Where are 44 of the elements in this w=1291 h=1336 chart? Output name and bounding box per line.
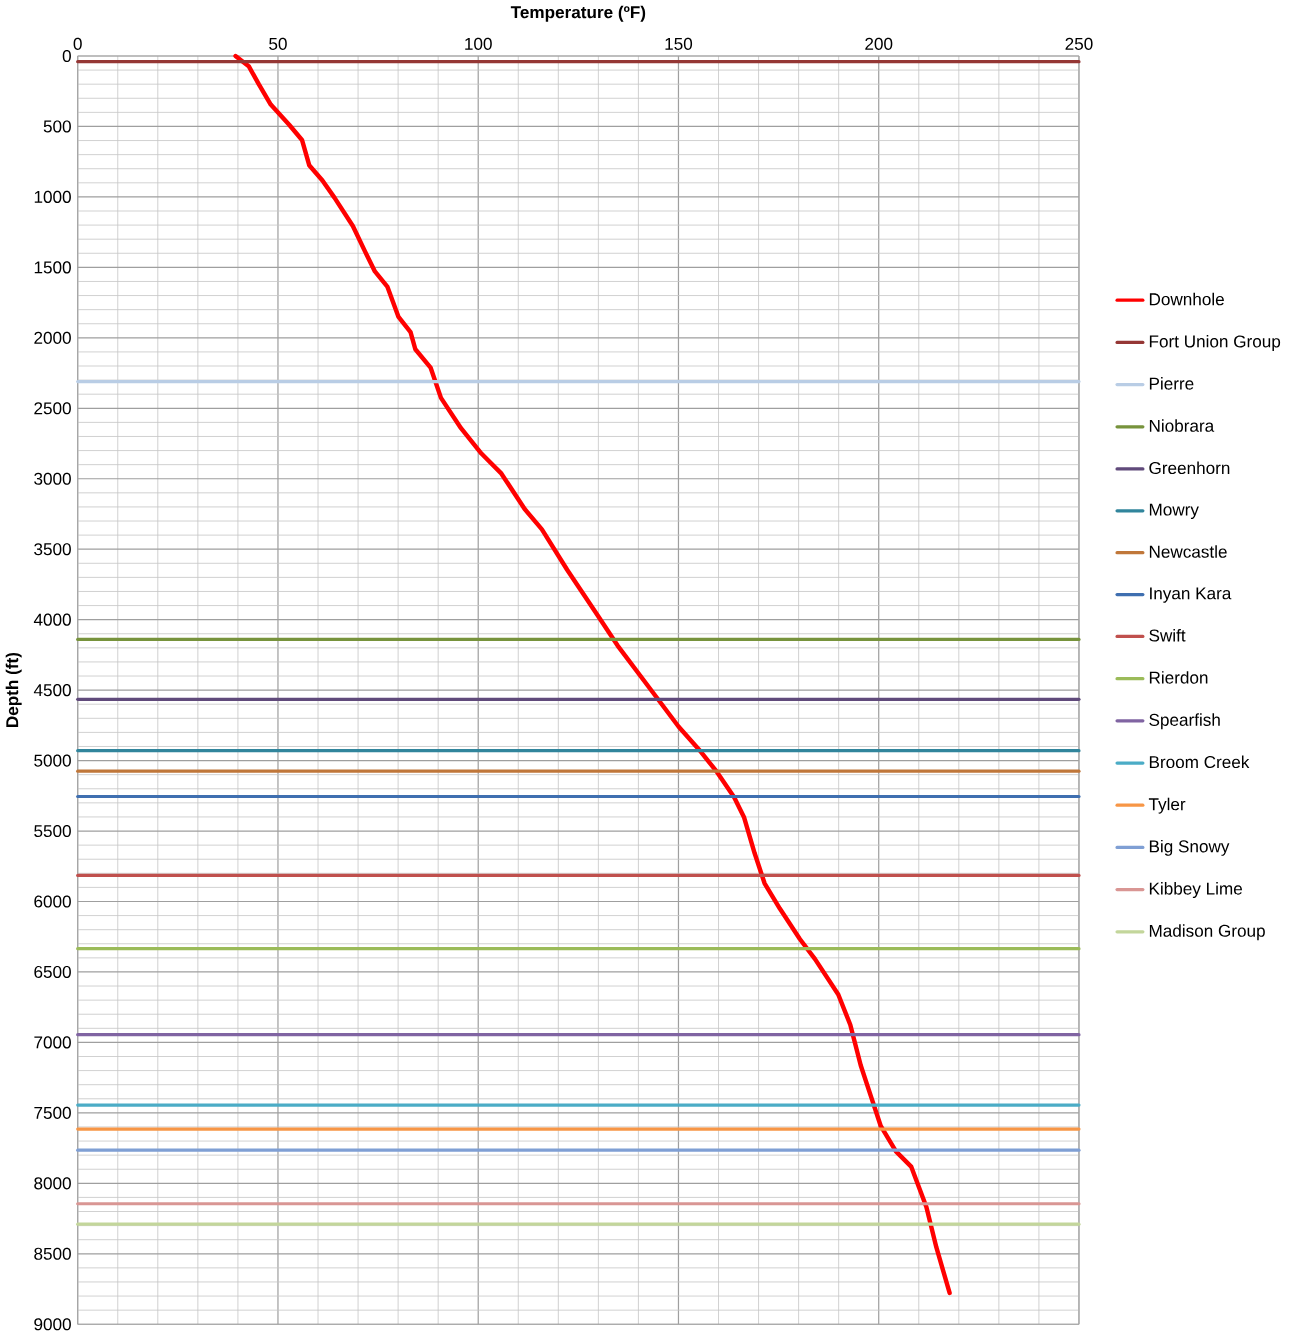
x-tick-label: 250 <box>1065 37 1093 50</box>
y-tick-label: 7000 <box>34 1036 71 1049</box>
x-tick-label: 50 <box>269 37 287 50</box>
x-tick-label: 100 <box>465 37 492 50</box>
legend-label: Big Snowy <box>1149 839 1230 856</box>
legend-label: Spearfish <box>1149 713 1220 730</box>
legend-label: Swift <box>1149 628 1186 642</box>
line-series <box>233 53 952 1296</box>
x-axis-title: Temperature (ºF) <box>510 5 646 22</box>
legend-label: Niobrara <box>1149 419 1215 432</box>
legend-label: Downhole <box>1149 292 1224 306</box>
y-tick-label: 5000 <box>34 754 71 767</box>
y-tick-label: 9000 <box>34 1318 71 1331</box>
y-axis-title: Depth (ft) <box>5 652 22 728</box>
legend-label: Kibbey Lime <box>1149 882 1243 899</box>
y-tick-label: 8000 <box>34 1177 71 1190</box>
y-tick-label: 3000 <box>34 472 71 485</box>
y-tick-label: 4500 <box>33 684 71 697</box>
y-tick-label: 6000 <box>34 895 71 908</box>
legend-label: Mowry <box>1149 503 1199 519</box>
y-tick-label: 2000 <box>34 331 71 344</box>
y-tick-label: 8500 <box>34 1247 71 1260</box>
legend-label: Pierre <box>1149 377 1194 390</box>
y-tick-label: 0 <box>62 49 71 63</box>
legend-label: Greenhorn <box>1149 461 1230 475</box>
legend-label: Madison Group <box>1149 924 1265 941</box>
y-tick-label: 5500 <box>34 824 71 838</box>
legend-label: Inyan Kara <box>1150 587 1232 603</box>
x-tick-label: 150 <box>665 37 693 50</box>
legend-label: Rierdon <box>1149 671 1208 684</box>
legend-label: Broom Creek <box>1149 755 1250 769</box>
legend-label: Fort Union Group <box>1149 334 1281 351</box>
y-tick-label: 6500 <box>34 965 71 979</box>
x-tick-label: 200 <box>865 37 893 50</box>
y-tick-label: 2500 <box>34 402 71 415</box>
y-tick-label: 1000 <box>34 190 71 203</box>
legend-label: Tyler <box>1148 797 1186 814</box>
y-tick-label: 1500 <box>34 261 71 274</box>
legend-label: Newcastle <box>1149 545 1227 558</box>
y-tick-label: 4000 <box>33 613 71 626</box>
y-tick-label: 7500 <box>34 1106 71 1119</box>
y-tick-label: 3500 <box>34 543 71 556</box>
y-tick-label: 500 <box>43 120 71 133</box>
x-tick-label: 0 <box>73 37 82 50</box>
